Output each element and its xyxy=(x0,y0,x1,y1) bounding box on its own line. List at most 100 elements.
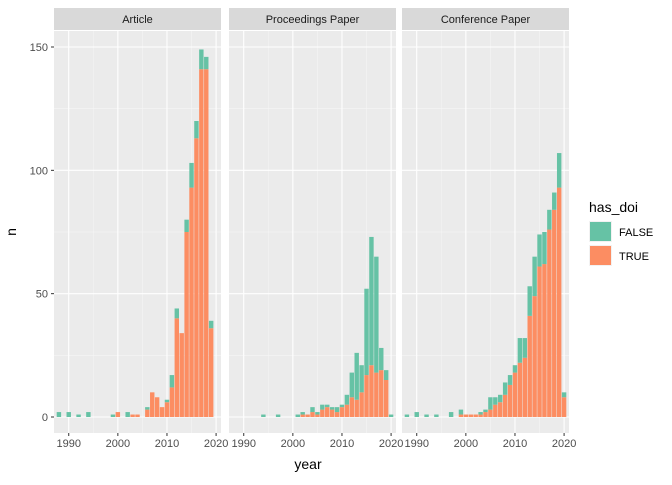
bar-false-2020 xyxy=(561,392,567,398)
bar-false-1997 xyxy=(448,412,454,417)
bar-true-2000 xyxy=(115,412,121,417)
bar-false-2012 xyxy=(174,308,180,319)
bar-false-2011 xyxy=(344,394,350,405)
bar-false-2017 xyxy=(374,256,379,373)
legend-title: has_doi xyxy=(589,199,638,215)
bar-true-2003 xyxy=(478,414,483,417)
bar-true-2014 xyxy=(532,296,537,417)
bar-true-2020 xyxy=(561,397,567,417)
bar-false-2001 xyxy=(295,414,300,417)
bar-false-1988 xyxy=(404,414,410,417)
bar-true-2006 xyxy=(493,404,498,417)
legend-swatch-true xyxy=(590,246,611,265)
bar-true-2009 xyxy=(334,412,340,417)
bar-false-2009 xyxy=(334,407,340,413)
bar-false-2016 xyxy=(542,232,547,265)
bar-true-2018 xyxy=(552,209,557,417)
bar-false-2019 xyxy=(383,370,389,380)
bar-true-2002 xyxy=(473,414,478,417)
bar-true-2012 xyxy=(522,357,528,417)
bar-false-2015 xyxy=(189,162,194,188)
bar-true-2015 xyxy=(537,266,542,417)
facet-strip-label: Conference Paper xyxy=(441,14,531,26)
bar-false-2018 xyxy=(379,347,384,371)
x-tick-label: 2010 xyxy=(503,438,527,450)
facet-strip xyxy=(54,8,221,30)
bar-false-1999 xyxy=(458,409,464,415)
bar-true-2011 xyxy=(169,387,175,417)
bar-true-2012 xyxy=(349,397,355,417)
bar-true-2016 xyxy=(194,138,199,417)
bar-true-2004 xyxy=(310,412,315,417)
facet-strip xyxy=(402,8,569,30)
bar-false-1994 xyxy=(261,414,266,417)
bar-false-2007 xyxy=(498,394,503,403)
x-tick-label: 2000 xyxy=(281,438,305,450)
bar-false-1990 xyxy=(414,412,419,417)
bar-true-2012 xyxy=(174,318,180,417)
bar-true-2009 xyxy=(159,407,165,417)
bar-true-2017 xyxy=(547,229,552,417)
bar-true-2017 xyxy=(374,372,379,417)
bar-true-2004 xyxy=(483,412,488,417)
bar-false-2016 xyxy=(194,121,199,139)
bar-true-2008 xyxy=(329,409,335,417)
bar-false-2010 xyxy=(164,399,170,403)
bar-true-2013 xyxy=(179,333,184,417)
y-tick-label: 0 xyxy=(42,412,48,424)
bar-true-2018 xyxy=(379,370,384,417)
bar-false-2013 xyxy=(354,352,359,400)
x-axis-title: year xyxy=(294,456,322,472)
bar-false-1990 xyxy=(66,412,71,417)
bar-true-2015 xyxy=(364,375,369,417)
facet-panel-1: Proceedings Paper xyxy=(229,8,396,433)
y-axis-title: n xyxy=(3,228,19,236)
x-tick-label: 2010 xyxy=(330,438,354,450)
bar-true-2008 xyxy=(502,394,508,417)
bar-false-2008 xyxy=(502,382,508,395)
x-tick-label: 1990 xyxy=(404,438,428,450)
x-tick-label: 2020 xyxy=(204,438,228,450)
bar-true-2019 xyxy=(556,187,562,417)
x-tick-label: 1990 xyxy=(231,438,255,450)
bar-false-2012 xyxy=(349,372,355,398)
bar-false-2015 xyxy=(537,234,542,267)
bar-true-2010 xyxy=(339,407,345,417)
bar-false-2016 xyxy=(369,236,374,366)
bar-false-1992 xyxy=(76,414,81,417)
facet-strip-label: Article xyxy=(122,14,153,26)
x-tick-label: 1990 xyxy=(56,438,80,450)
bar-false-1994 xyxy=(86,412,91,417)
x-tick-label: 2020 xyxy=(379,438,403,450)
bar-false-2010 xyxy=(512,365,518,373)
bar-true-2007 xyxy=(325,407,330,417)
bar-false-1999 xyxy=(110,414,116,417)
x-tick-label: 2000 xyxy=(106,438,130,450)
bar-false-2002 xyxy=(300,412,305,415)
bar-false-2002 xyxy=(125,412,130,417)
facet-panel-0: Article xyxy=(54,8,221,433)
legend: has_doi FALSE TRUE xyxy=(589,199,653,266)
y-tick-label: 150 xyxy=(30,42,48,54)
bar-true-2005 xyxy=(488,409,493,417)
bar-false-1992 xyxy=(424,414,429,417)
bar-true-2000 xyxy=(463,414,469,417)
bar-false-2014 xyxy=(359,365,364,393)
bar-true-2004 xyxy=(135,414,140,417)
bar-true-2002 xyxy=(300,414,305,417)
bar-true-2018 xyxy=(204,69,209,417)
bar-false-2011 xyxy=(517,338,523,363)
bar-true-2010 xyxy=(164,402,170,417)
bar-true-2013 xyxy=(527,315,532,417)
bar-false-2015 xyxy=(364,288,369,376)
bar-true-2016 xyxy=(369,365,374,417)
bar-false-1994 xyxy=(434,414,439,417)
bar-true-2009 xyxy=(507,384,513,417)
facet-strip-label: Proceedings Paper xyxy=(266,14,360,26)
bar-true-2010 xyxy=(512,372,518,417)
facet-strip xyxy=(229,8,396,30)
x-tick-label: 2020 xyxy=(552,438,576,450)
bar-true-2014 xyxy=(184,232,189,417)
bar-false-2005 xyxy=(488,397,493,410)
